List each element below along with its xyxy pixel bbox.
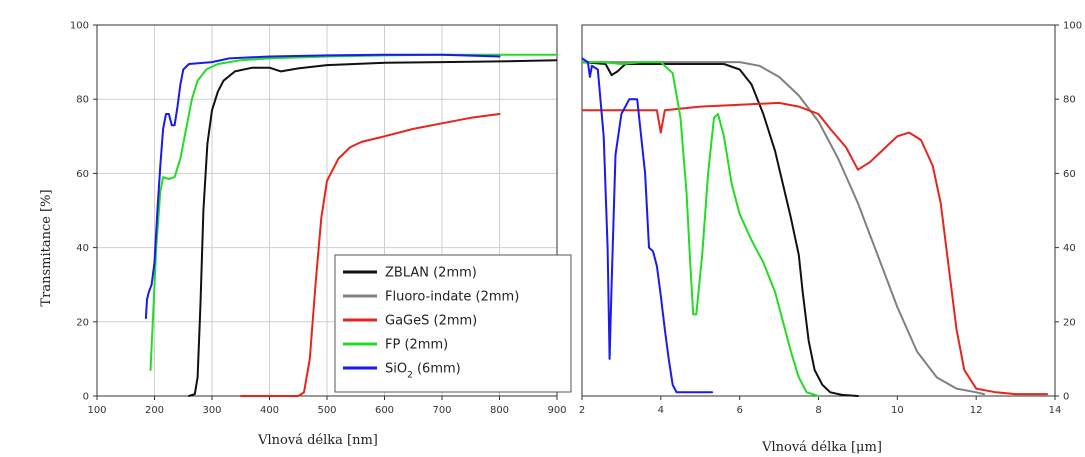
left-grid xyxy=(97,25,557,396)
left-x-tick-label: 200 xyxy=(145,405,164,416)
left-x-tick-label: 700 xyxy=(432,405,451,416)
right-x-tick-label: 4 xyxy=(658,405,664,416)
left-x-tick-label: 300 xyxy=(202,405,221,416)
right-series-fluoro-indate-2mm xyxy=(582,61,985,396)
right-y-tick-label: 40 xyxy=(1063,243,1076,254)
right-y-tick-label: 0 xyxy=(1063,392,1069,403)
legend-label: FP (2mm) xyxy=(385,338,448,353)
right-y-tick-label: 80 xyxy=(1063,95,1076,106)
left-panel: 100 200 300 400 500 600 700 800 900 0 20 40 60 80 100 xyxy=(70,21,567,417)
right-x-tick-label: 2 xyxy=(579,405,585,416)
right-x-tick-label: 8 xyxy=(815,405,821,416)
left-x-tick-label: 100 xyxy=(87,405,106,416)
right-x-tick-label: 14 xyxy=(1049,405,1062,416)
right-series-fp-2mm xyxy=(582,61,820,397)
left-series-gages-2mm xyxy=(239,113,501,397)
right-y-tick-label: 20 xyxy=(1063,317,1076,328)
left-x-tick-label: 600 xyxy=(375,405,394,416)
left-y-tick-label: 0 xyxy=(83,392,89,403)
legend-label: SiO2 (6mm) xyxy=(385,362,461,381)
legend-label: Fluoro-indate (2mm) xyxy=(385,290,519,305)
left-x-tick-label: 400 xyxy=(260,405,279,416)
right-x-tick-label: 12 xyxy=(970,405,983,416)
legend-label: ZBLAN (2mm) xyxy=(385,266,477,281)
left-y-tick-label: 100 xyxy=(70,21,89,32)
legend-label: GaGeS (2mm) xyxy=(385,314,477,329)
right-x-axis-title: Vlnová délka [μm] xyxy=(761,440,882,455)
legend: ZBLAN (2mm) Fluoro-indate (2mm) GaGeS (2mm… xyxy=(334,254,572,393)
left-series-group xyxy=(144,53,557,397)
right-y-tick-label: 60 xyxy=(1063,169,1076,180)
right-series-sio2-6mm xyxy=(582,57,714,394)
left-y-tick-label: 80 xyxy=(76,95,89,106)
right-series-zblan-2mm xyxy=(582,61,859,397)
y-axis-title: Transmitance [%] xyxy=(39,189,54,306)
left-x-tick-label: 900 xyxy=(547,405,566,416)
left-x-axis-title: Vlnová délka [nm] xyxy=(257,433,378,448)
right-x-tick-label: 10 xyxy=(891,405,904,416)
right-series-gages-2mm xyxy=(582,101,1049,396)
right-panel: 2 4 6 8 10 12 140 20 40 60 80 100 xyxy=(579,21,1082,417)
left-series-zblan-2mm xyxy=(188,59,557,397)
right-series-group xyxy=(582,57,1049,397)
left-y-tick-label: 20 xyxy=(76,317,89,328)
right-y-tick-label: 100 xyxy=(1063,21,1082,32)
right-x-tick-label: 6 xyxy=(736,405,742,416)
left-y-tick-label: 40 xyxy=(76,243,89,254)
left-series-sio2-6mm xyxy=(144,53,501,320)
left-x-tick-label: 800 xyxy=(490,405,509,416)
left-y-tick-label: 60 xyxy=(76,169,89,180)
right-plot-frame xyxy=(581,24,1056,397)
left-x-tick-label: 500 xyxy=(317,405,336,416)
